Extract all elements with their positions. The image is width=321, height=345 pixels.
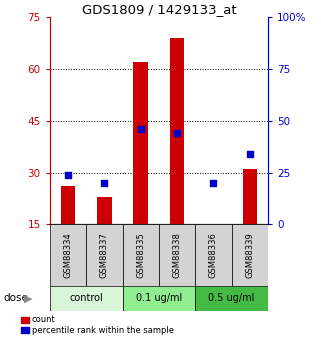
- Text: ▶: ▶: [24, 294, 32, 303]
- Bar: [206, 224, 221, 228]
- Title: GDS1809 / 1429133_at: GDS1809 / 1429133_at: [82, 3, 236, 16]
- Text: GSM88338: GSM88338: [173, 233, 182, 278]
- Text: GSM88337: GSM88337: [100, 233, 109, 278]
- Point: [65, 172, 71, 177]
- Text: control: control: [69, 294, 103, 303]
- Point: [211, 180, 216, 186]
- Bar: [195, 286, 268, 310]
- Bar: [232, 224, 268, 286]
- Bar: [123, 224, 159, 286]
- Text: GSM88336: GSM88336: [209, 233, 218, 278]
- Bar: [61, 186, 75, 224]
- Bar: [86, 224, 123, 286]
- Bar: [195, 224, 232, 286]
- Bar: [170, 38, 184, 224]
- Text: GSM88334: GSM88334: [64, 233, 73, 278]
- Bar: [123, 286, 195, 310]
- Legend: count, percentile rank within the sample: count, percentile rank within the sample: [20, 315, 175, 336]
- Text: GSM88335: GSM88335: [136, 233, 145, 278]
- Bar: [50, 224, 86, 286]
- Text: GSM88339: GSM88339: [245, 233, 254, 278]
- Point: [102, 180, 107, 186]
- Bar: [134, 62, 148, 224]
- Point: [138, 126, 143, 132]
- Text: 0.1 ug/ml: 0.1 ug/ml: [136, 294, 182, 303]
- Bar: [243, 169, 257, 224]
- Text: dose: dose: [3, 294, 28, 303]
- Bar: [159, 224, 195, 286]
- Text: 0.5 ug/ml: 0.5 ug/ml: [208, 294, 255, 303]
- Point: [247, 151, 252, 157]
- Bar: [50, 286, 123, 310]
- Point: [175, 130, 180, 136]
- Bar: [97, 197, 112, 224]
